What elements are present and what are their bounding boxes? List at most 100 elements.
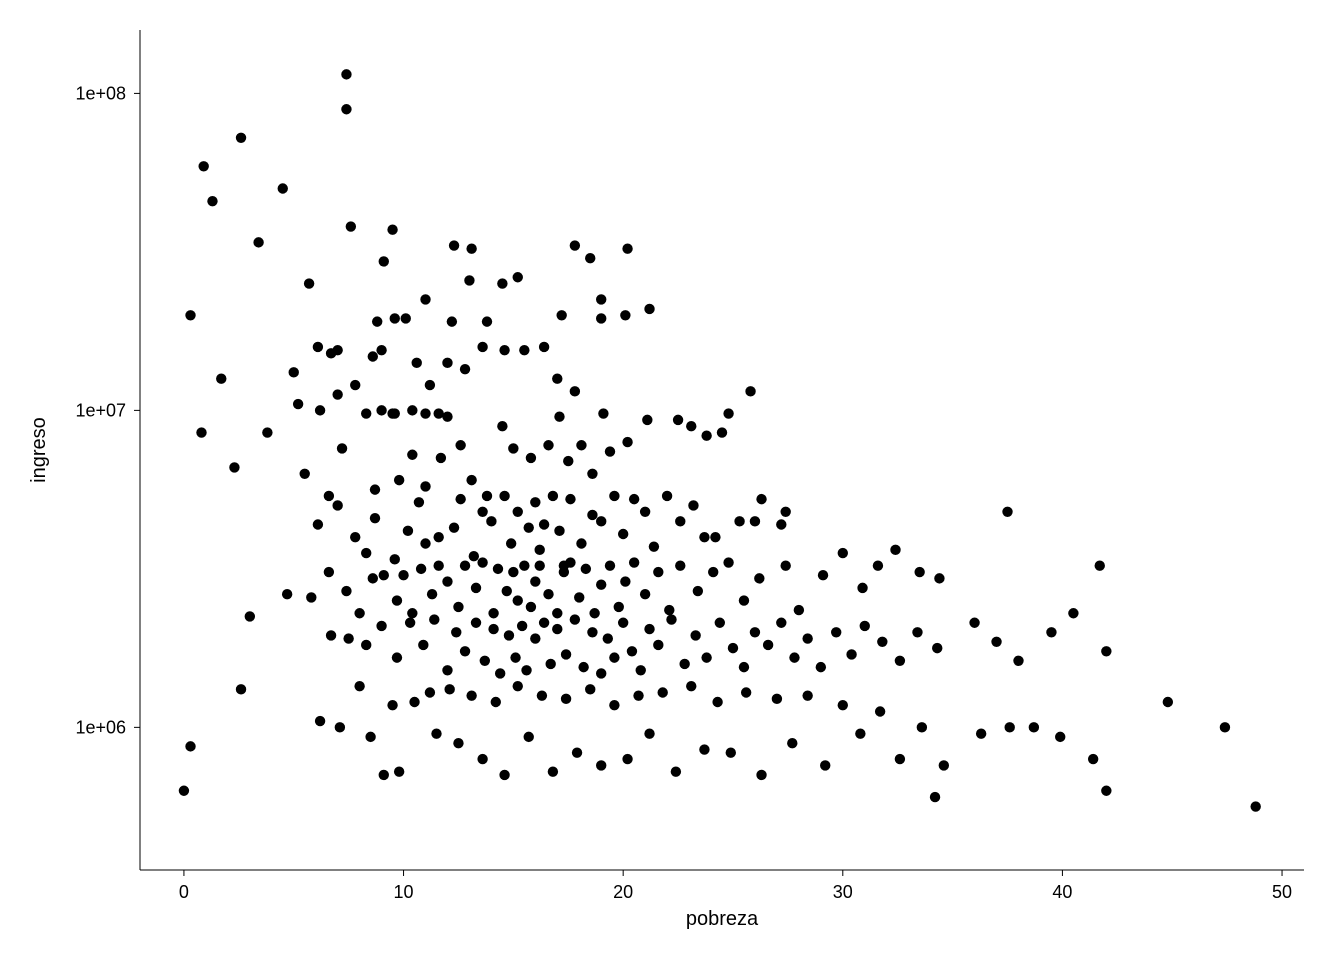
data-point bbox=[890, 545, 900, 555]
data-point bbox=[236, 684, 246, 694]
data-point bbox=[561, 694, 571, 704]
data-point bbox=[460, 646, 470, 656]
data-point bbox=[640, 589, 650, 599]
data-point bbox=[350, 532, 360, 542]
data-point bbox=[644, 728, 654, 738]
data-point bbox=[756, 494, 766, 504]
data-point bbox=[361, 548, 371, 558]
data-point bbox=[368, 573, 378, 583]
data-point bbox=[717, 427, 727, 437]
data-point bbox=[416, 564, 426, 574]
data-point bbox=[873, 560, 883, 570]
data-point bbox=[739, 595, 749, 605]
data-point bbox=[686, 681, 696, 691]
data-point bbox=[754, 573, 764, 583]
y-tick-label: 1e+07 bbox=[75, 400, 126, 420]
data-point bbox=[530, 576, 540, 586]
data-point bbox=[376, 621, 386, 631]
data-point bbox=[499, 345, 509, 355]
data-point bbox=[734, 516, 744, 526]
data-point bbox=[453, 738, 463, 748]
data-point bbox=[471, 583, 481, 593]
data-point bbox=[282, 589, 292, 599]
data-point bbox=[715, 618, 725, 628]
data-point bbox=[343, 633, 353, 643]
data-point bbox=[425, 687, 435, 697]
data-point bbox=[477, 507, 487, 517]
data-point bbox=[666, 614, 676, 624]
data-point bbox=[750, 516, 760, 526]
data-point bbox=[565, 494, 575, 504]
data-point bbox=[466, 475, 476, 485]
data-point bbox=[609, 491, 619, 501]
data-point bbox=[831, 627, 841, 637]
data-point bbox=[392, 652, 402, 662]
data-point bbox=[653, 640, 663, 650]
data-point bbox=[510, 652, 520, 662]
data-point bbox=[403, 526, 413, 536]
data-point bbox=[741, 687, 751, 697]
data-point bbox=[332, 345, 342, 355]
data-point bbox=[633, 690, 643, 700]
data-point bbox=[537, 690, 547, 700]
data-point bbox=[570, 614, 580, 624]
data-point bbox=[726, 748, 736, 758]
data-point bbox=[370, 484, 380, 494]
data-point bbox=[548, 491, 558, 501]
data-point bbox=[559, 567, 569, 577]
data-point bbox=[556, 310, 566, 320]
data-point bbox=[488, 608, 498, 618]
x-tick-label: 0 bbox=[179, 882, 189, 902]
data-point bbox=[649, 541, 659, 551]
data-point bbox=[750, 627, 760, 637]
data-point bbox=[409, 697, 419, 707]
data-point bbox=[644, 624, 654, 634]
data-point bbox=[449, 240, 459, 250]
data-point bbox=[486, 516, 496, 526]
data-point bbox=[289, 367, 299, 377]
data-point bbox=[253, 237, 263, 247]
data-point bbox=[693, 586, 703, 596]
data-point bbox=[642, 415, 652, 425]
data-point bbox=[675, 516, 685, 526]
data-point bbox=[436, 453, 446, 463]
data-point bbox=[620, 576, 630, 586]
data-point bbox=[491, 697, 501, 707]
data-point bbox=[934, 573, 944, 583]
data-point bbox=[563, 456, 573, 466]
data-point bbox=[482, 316, 492, 326]
data-point bbox=[414, 497, 424, 507]
data-point bbox=[636, 665, 646, 675]
data-point bbox=[552, 624, 562, 634]
data-point bbox=[341, 69, 351, 79]
data-point bbox=[1220, 722, 1230, 732]
data-point bbox=[407, 608, 417, 618]
data-point bbox=[390, 408, 400, 418]
data-point bbox=[554, 412, 564, 422]
data-point bbox=[405, 618, 415, 628]
data-point bbox=[524, 732, 534, 742]
data-point bbox=[627, 646, 637, 656]
data-point bbox=[304, 278, 314, 288]
data-point bbox=[675, 560, 685, 570]
data-point bbox=[570, 386, 580, 396]
data-point bbox=[561, 649, 571, 659]
data-point bbox=[504, 630, 514, 640]
data-point bbox=[1101, 646, 1111, 656]
data-point bbox=[480, 656, 490, 666]
data-point bbox=[787, 738, 797, 748]
data-point bbox=[394, 475, 404, 485]
data-point bbox=[398, 570, 408, 580]
data-point bbox=[1013, 656, 1023, 666]
data-point bbox=[585, 684, 595, 694]
data-point bbox=[1055, 732, 1065, 742]
data-point bbox=[524, 522, 534, 532]
data-point bbox=[596, 760, 606, 770]
x-axis-title: pobreza bbox=[686, 908, 759, 930]
data-point bbox=[855, 728, 865, 738]
data-point bbox=[236, 133, 246, 143]
data-point bbox=[315, 405, 325, 415]
chart-svg: 010203040501e+061e+071e+08pobrezaingreso bbox=[0, 0, 1344, 960]
data-point bbox=[394, 767, 404, 777]
data-point bbox=[1002, 507, 1012, 517]
